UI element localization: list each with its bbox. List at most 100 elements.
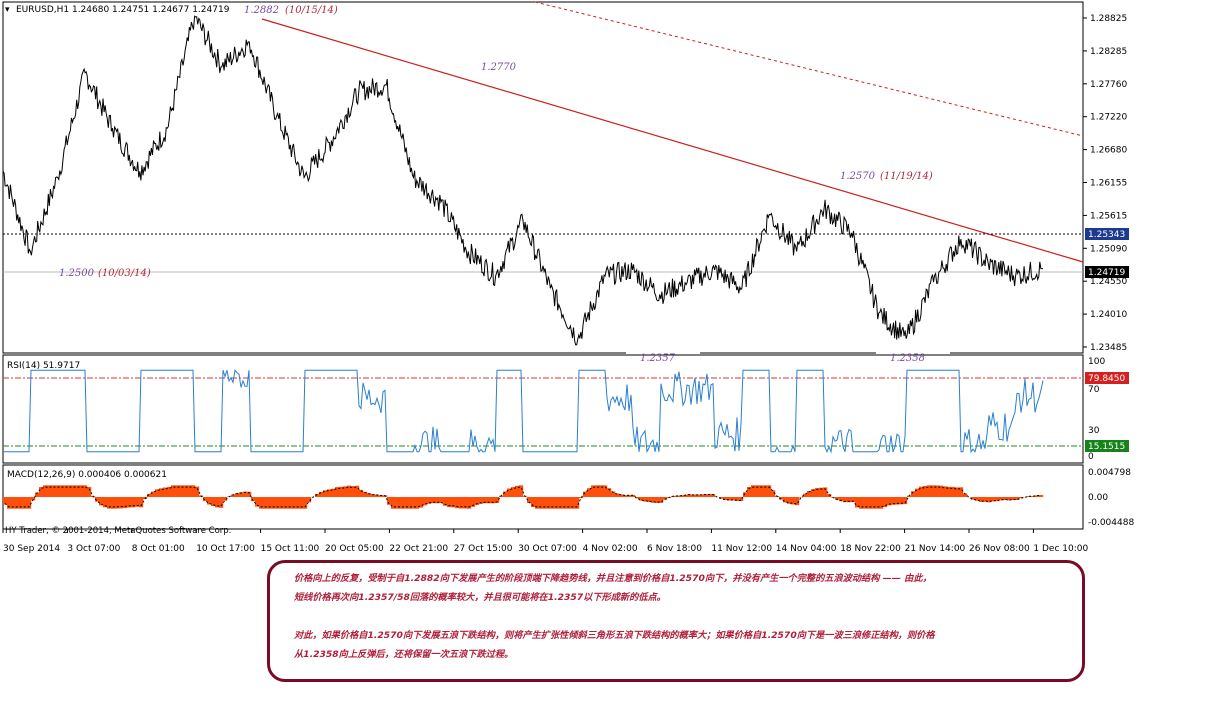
annotation-3-date: (11/19/14) — [880, 171, 933, 182]
price-tick-label: 1.25090 — [1090, 244, 1127, 254]
macd-bar — [191, 485, 196, 497]
rsi-tick-70: 70 — [1088, 385, 1100, 395]
macd-bar — [659, 497, 664, 503]
macd-bar — [851, 497, 856, 502]
macd-bar — [171, 485, 176, 497]
macd-bar — [455, 497, 460, 509]
macd-bar — [355, 485, 360, 497]
level-price-label: 1.25343 — [1088, 230, 1125, 240]
macd-bar — [619, 494, 624, 497]
macd-header: MACD(12,26,9) 0.000406 0.000621 — [7, 470, 167, 480]
macd-bar — [15, 497, 20, 509]
macd-bar — [1035, 495, 1040, 497]
macd-bar — [19, 497, 24, 509]
macd-bar — [11, 497, 16, 509]
macd-bar — [575, 497, 580, 509]
price-tick-label: 1.24010 — [1090, 310, 1127, 320]
macd-bar — [531, 497, 536, 507]
macd-bar — [75, 485, 80, 497]
price-panel[interactable] — [2, 1, 1084, 354]
time-axis: 30 Sep 2014 3 Oct 07:00 8 Oct 01:00 10 Oct … — [2, 529, 1088, 554]
macd-bar — [899, 497, 904, 505]
chart-dropdown-icon[interactable]: ▾ — [5, 5, 10, 15]
rsi-upper-tag — [1085, 372, 1129, 384]
macd-bar — [267, 497, 272, 509]
macd-bar — [503, 491, 508, 497]
rsi-header: RSI(14) 51.9717 — [7, 361, 80, 371]
macd-bar — [1007, 497, 1012, 501]
macd-bar — [431, 497, 436, 504]
price-tick-label: 1.26680 — [1090, 146, 1127, 156]
macd-bar — [547, 497, 552, 509]
macd-bar — [811, 489, 816, 497]
macd-bar — [579, 497, 584, 499]
macd-bar — [611, 491, 616, 497]
macd-bar — [275, 497, 280, 509]
macd-bar — [27, 497, 32, 509]
macd-bar — [807, 491, 812, 497]
macd-bar — [755, 485, 760, 497]
annotation-1-value: 1.2882 — [244, 5, 279, 16]
macd-bar — [43, 485, 48, 497]
macd-bar — [987, 497, 992, 503]
macd-bar — [727, 497, 732, 501]
macd-bar — [887, 497, 892, 506]
macd-bar — [439, 497, 444, 504]
macd-bar — [231, 494, 236, 497]
macd-bar — [951, 486, 956, 497]
macd-bar — [151, 491, 156, 497]
macd-bar — [131, 497, 136, 508]
chart-header: EURUSD,H1 1.24680 1.24751 1.24677 1.2471… — [16, 5, 230, 15]
macd-bar — [1003, 497, 1008, 500]
macd-bar — [647, 497, 652, 502]
macd-bar — [679, 495, 684, 497]
macd-bar — [375, 494, 380, 497]
macd-bar — [155, 489, 160, 497]
macd-tick-min: -0.004488 — [1088, 518, 1134, 528]
macd-bar — [591, 485, 596, 497]
macd-bar — [687, 494, 692, 497]
rsi-panel[interactable] — [2, 354, 1084, 464]
macd-bar — [183, 485, 188, 497]
macd-bar — [595, 485, 600, 497]
macd-bar — [923, 485, 928, 497]
macd-signal-line — [4, 486, 1042, 508]
macd-bar — [283, 497, 288, 509]
macd-bar — [447, 497, 452, 508]
macd-bar — [699, 494, 704, 497]
price-tick-label: 1.23485 — [1090, 343, 1127, 353]
macd-bar — [403, 497, 408, 509]
macd-bar — [207, 497, 212, 505]
macd-bar — [219, 497, 224, 508]
macd-bar — [1011, 497, 1016, 500]
macd-bar — [215, 497, 220, 508]
macd-bar — [491, 497, 496, 504]
macd-bar — [779, 497, 784, 500]
macd-bar — [251, 497, 256, 502]
time-tick-label: 20 Oct 05:00 — [325, 544, 384, 554]
macd-bar — [615, 493, 620, 497]
macd-bar — [587, 488, 592, 497]
macd-bar — [959, 487, 964, 497]
macd-bar — [479, 497, 484, 504]
macd-bar — [35, 492, 40, 497]
macd-bar — [819, 487, 824, 497]
macd-bar — [627, 495, 632, 497]
macd-bar — [339, 486, 344, 497]
macd-bar — [279, 497, 284, 509]
macd-bar — [111, 497, 116, 509]
time-tick-label: 14 Nov 04:00 — [776, 544, 837, 554]
macd-bar — [839, 497, 844, 502]
macd-bar — [931, 485, 936, 497]
macd-bar — [467, 497, 472, 509]
macd-bar — [327, 489, 332, 497]
macd-bar — [415, 497, 420, 509]
macd-bar — [167, 486, 172, 497]
macd-bar — [555, 497, 560, 509]
time-tick-label: 6 Nov 18:00 — [647, 544, 702, 554]
note-line-3: 对此，如果价格自1.2570向下发展五浪下跌结构，则将产生扩张性倾斜三角形五浪下… — [294, 630, 935, 641]
macd-bar — [187, 485, 192, 497]
rsi-tick-100: 100 — [1088, 357, 1105, 367]
macd-bar — [583, 491, 588, 497]
